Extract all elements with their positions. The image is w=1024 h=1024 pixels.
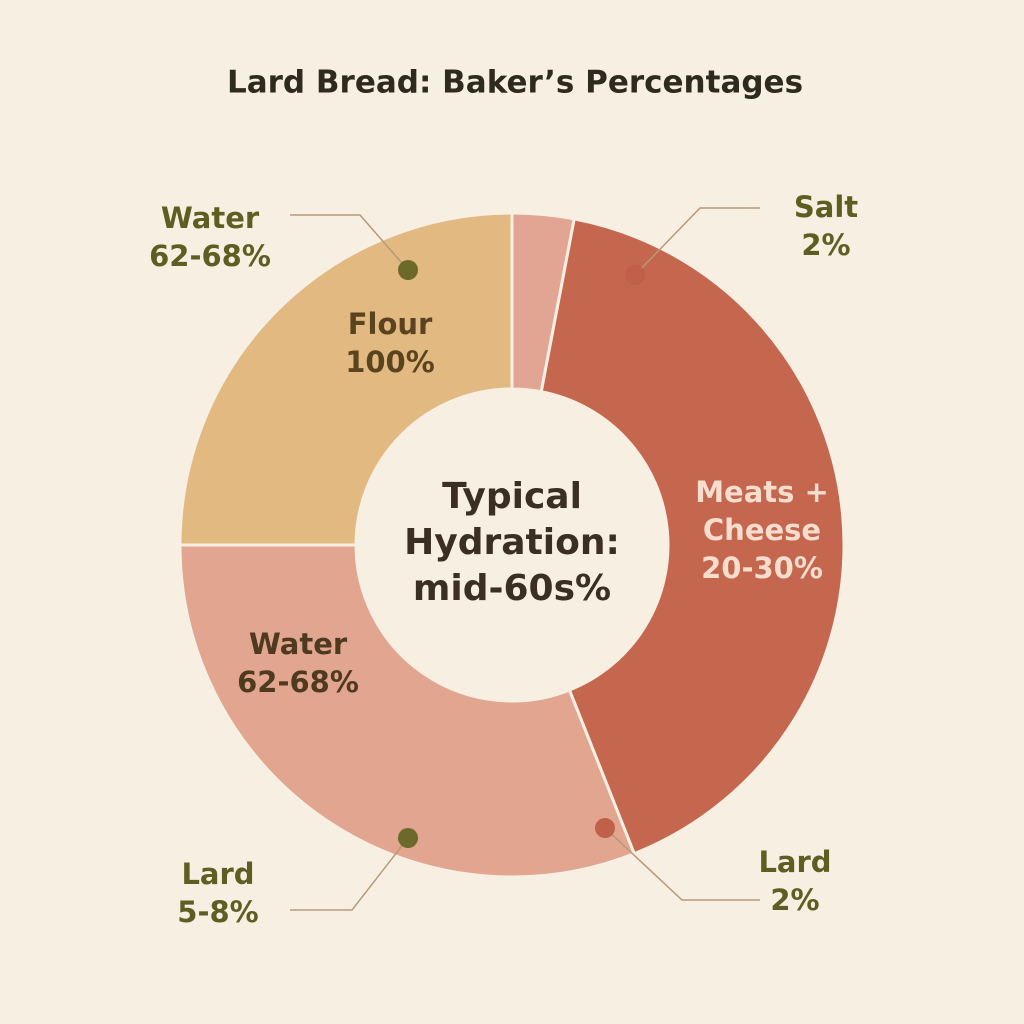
callout-label: 2% — [770, 883, 819, 917]
leader-line — [604, 827, 760, 901]
callout-label: Lard — [758, 845, 831, 879]
leader-dot — [398, 828, 418, 848]
slice-label: 20-30% — [701, 551, 823, 585]
leader-dot — [398, 260, 418, 280]
leader-line — [634, 207, 760, 276]
slice-label: Water — [249, 627, 348, 661]
donut-slice — [178, 543, 637, 879]
slice-label: 62-68% — [237, 665, 359, 699]
donut-slice — [178, 211, 514, 547]
callout-label: 2% — [801, 228, 850, 262]
callout-label: Salt — [794, 190, 858, 224]
leader-line — [290, 837, 409, 911]
center-label: Hydration: — [404, 522, 620, 563]
slice-label: Meats + — [695, 475, 829, 509]
slice-label: 100% — [345, 345, 435, 379]
center-label: mid-60s% — [413, 568, 611, 609]
slice-label: Flour — [348, 307, 433, 341]
leader-line — [290, 214, 409, 271]
leader-dot — [625, 265, 645, 285]
callout-label: 5-8% — [177, 895, 258, 929]
leader-dot — [595, 818, 615, 838]
chart-title: Lard Bread: Baker’s Percentages — [227, 65, 803, 101]
callout-label: Water — [161, 201, 260, 235]
center-label: Typical — [442, 476, 582, 517]
donut-slice — [539, 217, 846, 856]
slice-label: Cheese — [703, 513, 821, 547]
callout-label: Lard — [181, 857, 254, 891]
callout-label: 62-68% — [149, 239, 271, 273]
